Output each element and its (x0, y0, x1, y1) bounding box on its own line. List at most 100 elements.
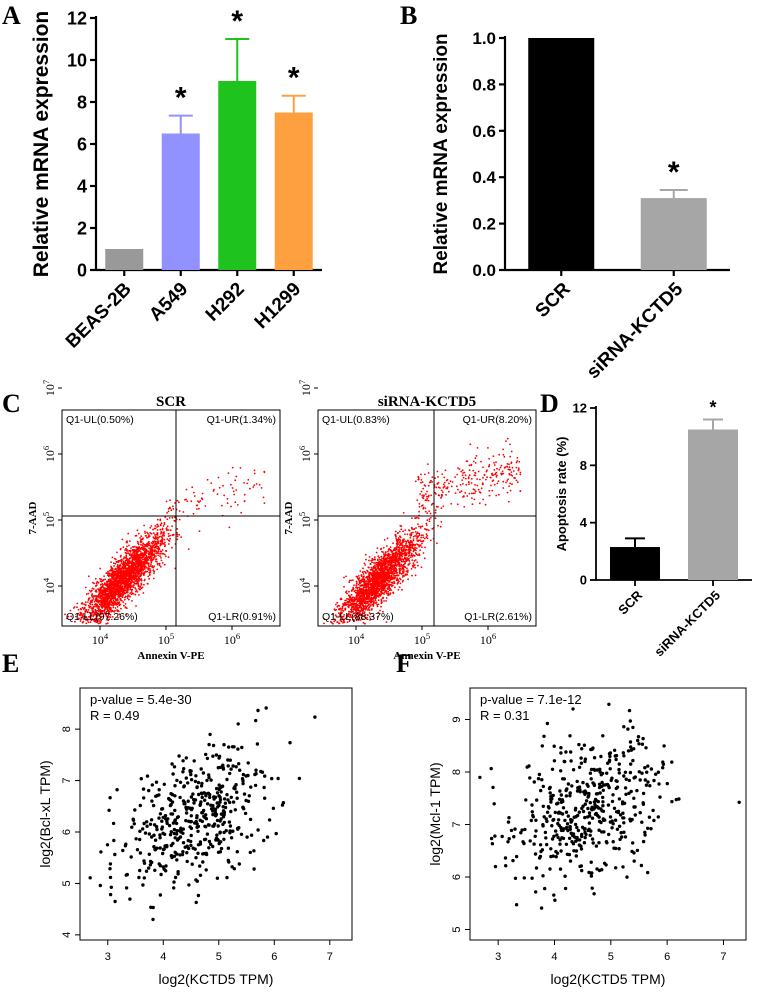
event-dot (472, 460, 475, 463)
event-dot (130, 575, 133, 578)
event-dot (401, 549, 404, 552)
event-dot (235, 489, 238, 491)
event-dot (127, 552, 130, 555)
event-dot (384, 554, 387, 557)
event-dot (107, 575, 110, 578)
event-dot (346, 621, 349, 624)
event-dot (395, 569, 398, 571)
event-dot (150, 547, 153, 549)
y-axis-label: Relative mRNA expression (431, 33, 452, 274)
event-dot (380, 588, 382, 590)
event-dot (101, 591, 104, 594)
event-dot (166, 538, 169, 540)
event-dot (352, 608, 355, 610)
event-dot (414, 552, 417, 554)
event-dot (440, 489, 443, 492)
event-dot (163, 538, 166, 541)
event-dot (128, 580, 131, 582)
event-dot (103, 611, 106, 613)
event-dot (99, 578, 101, 580)
event-dot (400, 525, 403, 528)
event-dot (98, 589, 100, 592)
event-dot (396, 541, 399, 543)
event-dot (198, 530, 201, 533)
event-dot (252, 486, 255, 488)
event-dot (98, 592, 101, 595)
event-dot (153, 550, 156, 553)
event-dot (131, 580, 133, 582)
event-dot (406, 567, 408, 570)
event-dot (345, 591, 347, 594)
event-dot (159, 528, 162, 531)
event-dot (185, 488, 188, 491)
event-dot (112, 604, 115, 607)
event-dot (96, 618, 98, 620)
event-dot (94, 603, 96, 606)
event-dot (144, 534, 147, 537)
event-dot (515, 473, 518, 475)
event-dot (157, 549, 160, 551)
event-dot (122, 561, 125, 564)
event-dot (417, 517, 420, 520)
event-dot (377, 603, 380, 606)
event-dot (376, 615, 379, 618)
event-dot (147, 532, 149, 535)
event-dot (508, 463, 510, 466)
event-dot (464, 474, 467, 477)
event-dot (102, 605, 104, 608)
event-dot (343, 614, 345, 616)
event-dot (136, 550, 139, 552)
event-dot (164, 553, 166, 556)
event-dot (389, 583, 391, 586)
event-dot (102, 579, 105, 581)
event-dot (421, 481, 424, 484)
event-dot (115, 558, 117, 561)
event-dot (467, 476, 470, 478)
event-dot (196, 500, 199, 502)
event-dot (233, 493, 236, 496)
event-dot (79, 620, 82, 622)
event-dot (130, 555, 133, 558)
event-dot (84, 615, 86, 618)
event-dot (160, 522, 163, 525)
event-dot (376, 547, 379, 549)
event-dot (150, 556, 153, 559)
event-dot (152, 577, 155, 580)
event-dot (376, 605, 379, 608)
event-dot (147, 582, 149, 585)
event-dot (375, 595, 378, 598)
event-dot (193, 495, 196, 497)
event-dot (495, 471, 498, 474)
event-dot (112, 589, 114, 591)
event-dot (402, 560, 405, 563)
event-dot (349, 611, 352, 613)
event-dot (92, 610, 95, 612)
panel-letter-f: F (396, 649, 412, 678)
event-dot (131, 565, 134, 568)
event-dot (358, 579, 361, 582)
event-dot (234, 479, 237, 482)
event-dot (136, 560, 139, 562)
event-dot (223, 494, 226, 497)
event-dot (146, 562, 149, 564)
event-dot (141, 544, 144, 547)
event-dot (99, 617, 102, 620)
event-dot (236, 504, 239, 506)
event-dot (112, 594, 115, 596)
event-dot (333, 620, 336, 623)
event-dot (362, 605, 365, 608)
event-dot (146, 570, 149, 573)
event-dot (491, 480, 494, 483)
event-dot (222, 484, 224, 487)
panel-letter-e: E (2, 649, 19, 678)
event-dot (95, 598, 98, 600)
event-dot (403, 544, 406, 547)
event-dot (160, 557, 162, 559)
event-dot (424, 485, 427, 487)
bar (274, 112, 313, 270)
event-dot (514, 477, 516, 479)
event-dot (367, 584, 370, 586)
event-dot (94, 613, 97, 616)
event-dot (511, 474, 514, 477)
event-dot (162, 533, 165, 535)
